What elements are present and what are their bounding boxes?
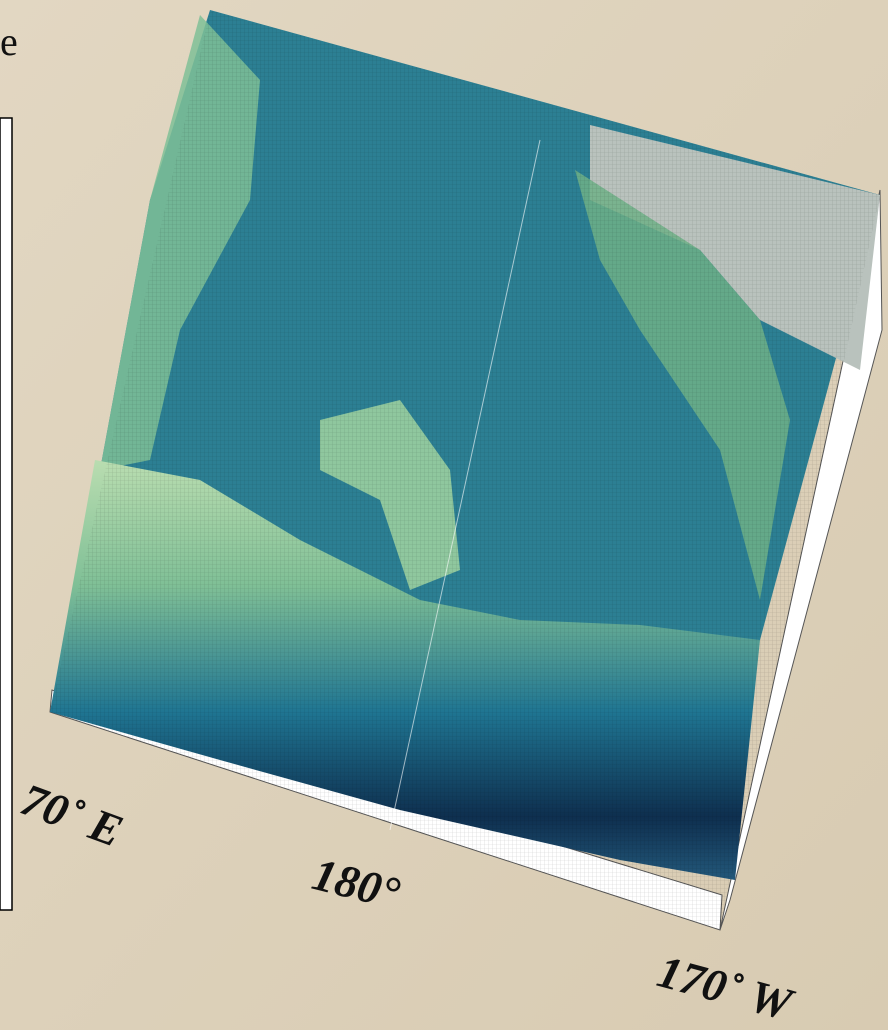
side-panel bbox=[0, 118, 12, 910]
title-fragment: e bbox=[0, 19, 18, 64]
page: {"title_fragment": "e", "axis_labels": [… bbox=[0, 0, 888, 1030]
slide: e 70˚ E 180° 170˚ W bbox=[0, 0, 888, 1030]
